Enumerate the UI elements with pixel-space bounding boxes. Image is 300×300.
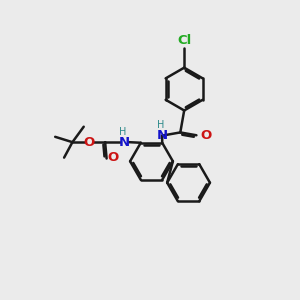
Text: O: O bbox=[83, 136, 94, 149]
Text: O: O bbox=[200, 129, 211, 142]
Text: O: O bbox=[107, 151, 119, 164]
Text: N: N bbox=[157, 129, 168, 142]
Text: H: H bbox=[119, 127, 127, 137]
Text: H: H bbox=[157, 120, 164, 130]
Text: Cl: Cl bbox=[177, 34, 191, 47]
Text: N: N bbox=[119, 136, 130, 149]
